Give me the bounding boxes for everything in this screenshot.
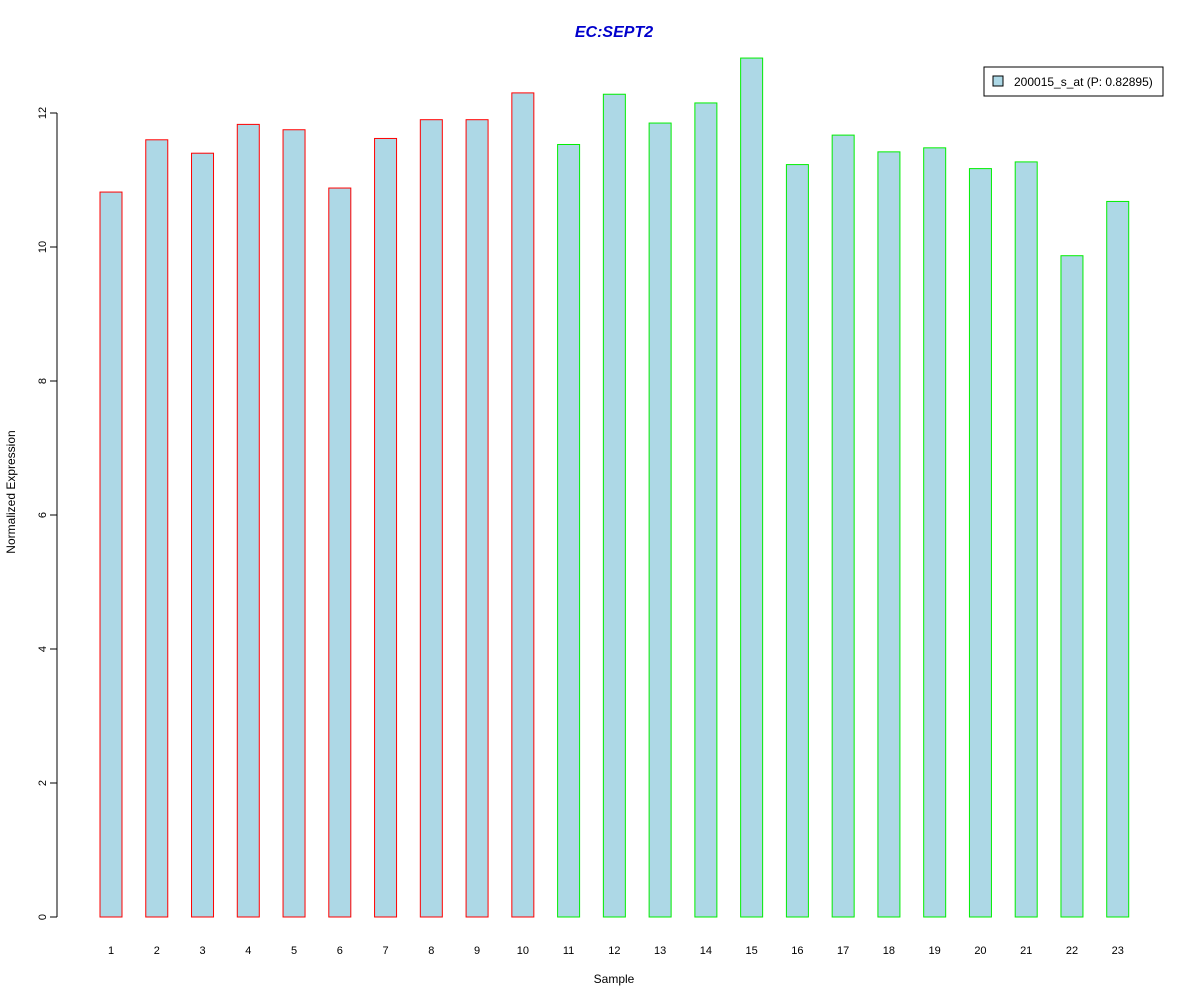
- x-tick-label: 17: [837, 945, 849, 957]
- y-axis: 0 2 4 6 8 10 12: [37, 107, 58, 920]
- bar-sample-10: [511, 92, 535, 918]
- bar-sample-7: [374, 137, 398, 918]
- bar-sample-23: [1106, 200, 1130, 918]
- x-tick-label: 21: [1020, 945, 1032, 957]
- x-tick-label: 20: [974, 945, 986, 957]
- y-tick-label: 8: [37, 378, 49, 384]
- bar-sample-5: [282, 129, 306, 918]
- x-tick-label: 2: [154, 945, 160, 957]
- bar-sample-9: [465, 119, 489, 918]
- x-axis-label: Sample: [594, 972, 635, 986]
- bar-sample-17: [831, 134, 855, 918]
- bar-sample-21: [1014, 161, 1038, 918]
- bar-sample-19: [923, 147, 947, 918]
- x-tick-label: 3: [199, 945, 205, 957]
- x-tick-label: 12: [608, 945, 620, 957]
- y-tick-label: 12: [37, 107, 49, 119]
- x-tick-label: 11: [563, 945, 574, 957]
- bar-sample-20: [968, 168, 992, 918]
- x-tick-label: 10: [517, 945, 529, 957]
- legend-box: [983, 66, 1164, 97]
- x-tick-label: 8: [428, 945, 434, 957]
- bars-group: [99, 57, 1130, 918]
- legend-label: 200015_s_at (P: 0.82895): [1014, 75, 1153, 89]
- bar-sample-22: [1060, 255, 1084, 918]
- bar-sample-15: [740, 57, 764, 918]
- bar-sample-4: [236, 123, 260, 918]
- bar-sample-11: [557, 143, 581, 918]
- bar-sample-13: [648, 122, 672, 918]
- x-tick-label: 6: [337, 945, 343, 957]
- bar-sample-3: [191, 152, 215, 918]
- bar-sample-18: [877, 151, 901, 918]
- x-tick-label: 19: [929, 945, 941, 957]
- x-tick-label: 4: [245, 945, 251, 957]
- x-tick-labels: 1 2 3 4 5 6 7 8 9 10 11 12 13 14 15 16 17 18 19 20 21 22 23: [108, 945, 1124, 957]
- bar-sample-6: [328, 187, 352, 918]
- x-tick-label: 16: [791, 945, 803, 957]
- legend-swatch: [992, 75, 1004, 87]
- y-tick-label: 10: [37, 241, 49, 253]
- x-tick-label: 1: [108, 945, 114, 957]
- x-tick-label: 15: [746, 945, 758, 957]
- x-tick-label: 22: [1066, 945, 1078, 957]
- y-tick-label: 4: [37, 646, 49, 652]
- bar-sample-1: [99, 191, 123, 918]
- bar-sample-2: [145, 139, 169, 918]
- y-axis-label: Normalized Expression: [4, 430, 18, 553]
- bar-sample-16: [785, 164, 809, 918]
- y-tick-label: 6: [37, 512, 49, 518]
- bar-sample-14: [694, 102, 718, 918]
- x-tick-label: 5: [291, 945, 297, 957]
- y-tick-label: 0: [37, 914, 49, 920]
- x-tick-label: 23: [1112, 945, 1124, 957]
- x-tick-label: 9: [474, 945, 480, 957]
- chart-title: EC:SEPT2: [575, 24, 653, 41]
- x-tick-label: 14: [700, 945, 712, 957]
- bar-sample-8: [419, 119, 443, 918]
- x-tick-label: 13: [654, 945, 666, 957]
- x-tick-label: 18: [883, 945, 895, 957]
- legend: 200015_s_at (P: 0.82895): [983, 66, 1164, 97]
- bar-sample-12: [602, 93, 626, 918]
- x-tick-label: 7: [382, 945, 388, 957]
- y-tick-label: 2: [37, 780, 49, 786]
